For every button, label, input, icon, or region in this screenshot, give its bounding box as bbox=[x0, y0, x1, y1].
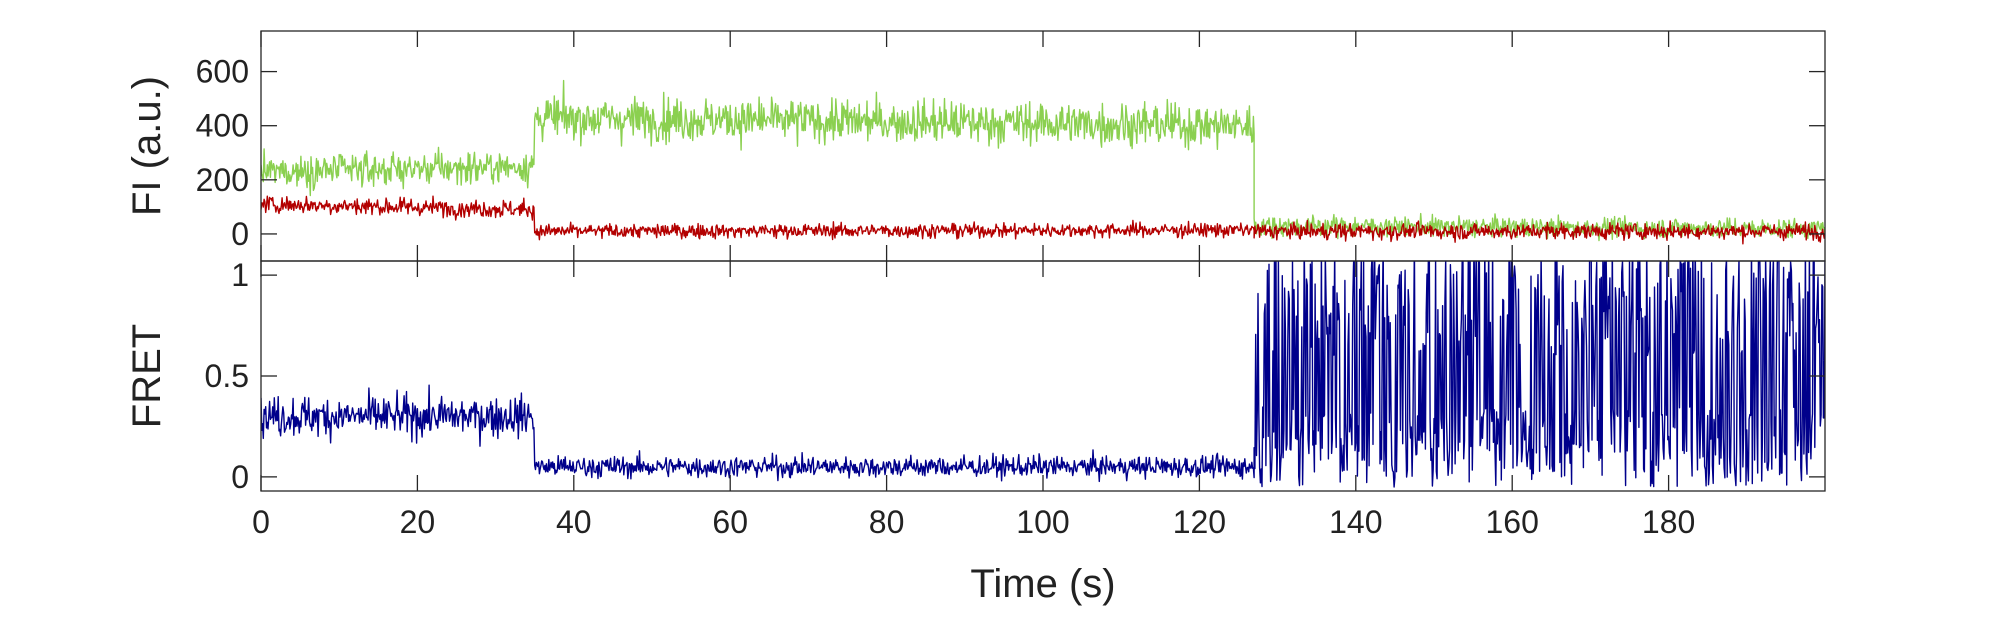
trace-group bbox=[261, 79, 1825, 245]
y-tick-label: 0 bbox=[231, 216, 249, 252]
series-line-1-0 bbox=[261, 261, 1825, 488]
x-tick-label: 0 bbox=[252, 504, 270, 540]
y-tick-label: 600 bbox=[196, 54, 249, 90]
x-tick-label: 180 bbox=[1642, 504, 1695, 540]
x-tick-label: 160 bbox=[1486, 504, 1539, 540]
y-tick-label: 200 bbox=[196, 162, 249, 198]
y-tick-label: 0 bbox=[231, 459, 249, 495]
x-tick-label: 40 bbox=[556, 504, 592, 540]
x-axis-label: Time (s) bbox=[970, 562, 1115, 606]
fluorescence-panel: 0 200 400 600 FI (a.u.) bbox=[125, 30, 1826, 262]
axes-frame bbox=[260, 260, 1826, 492]
x-tick-label: 20 bbox=[400, 504, 436, 540]
x-tick-label: 60 bbox=[712, 504, 748, 540]
y-tick-label: 400 bbox=[196, 108, 249, 144]
series-line-0-1 bbox=[261, 195, 1825, 245]
x-tick-label: 100 bbox=[1016, 504, 1069, 540]
y-axis-label: FI (a.u.) bbox=[125, 76, 169, 216]
y-tick-label: 0.5 bbox=[205, 358, 249, 394]
trace-group bbox=[261, 261, 1825, 488]
fret-panel: 0 20 40 60 80 100 120 140 160 180 0 0.5 1 FRET Time (s… bbox=[125, 257, 1826, 606]
x-tick-label: 140 bbox=[1329, 504, 1382, 540]
x-tick-label: 80 bbox=[869, 504, 905, 540]
axes-frame bbox=[260, 30, 1826, 262]
series-line-0-0 bbox=[261, 79, 1825, 242]
y-tick-label: 1 bbox=[231, 257, 249, 293]
x-tick-label: 120 bbox=[1173, 504, 1226, 540]
y-axis-label: FRET bbox=[125, 324, 169, 428]
